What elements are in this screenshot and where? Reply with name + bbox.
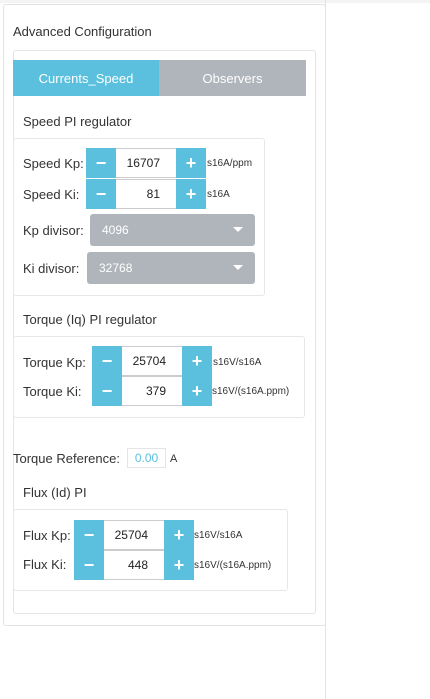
ki-divisor-select[interactable]: 32768 xyxy=(87,252,255,284)
speed-pi-title: Speed PI regulator xyxy=(23,114,132,129)
torque-reference-unit: A xyxy=(170,453,178,465)
panel-title: Advanced Configuration xyxy=(13,24,152,39)
torque-reference-label: Torque Reference: xyxy=(13,451,120,466)
torque-kp-decrement-button[interactable]: − xyxy=(92,346,122,376)
flux-ki-decrement-button[interactable]: − xyxy=(74,550,104,580)
torque-ki-decrement-button[interactable]: − xyxy=(92,376,122,406)
kp-divisor-select[interactable]: 4096 xyxy=(90,214,255,246)
speed-ki-input[interactable]: 81 xyxy=(116,179,176,209)
torque-pi-title: Torque (Iq) PI regulator xyxy=(23,312,157,327)
torque-kp-input[interactable]: 25704 xyxy=(122,346,182,376)
ki-divisor-label: Ki divisor: xyxy=(23,261,80,276)
kp-divisor-value: 4096 xyxy=(102,223,129,237)
torque-reference-input[interactable]: 0.00 xyxy=(127,448,166,468)
torque-kp-increment-button[interactable]: + xyxy=(182,346,212,376)
speed-kp-input[interactable]: 16707 xyxy=(116,148,176,178)
flux-kp-label: Flux Kp: xyxy=(23,528,71,543)
flux-ki-unit: s16V/(s16A.ppm) xyxy=(194,560,272,571)
torque-ki-increment-button[interactable]: + xyxy=(182,376,212,406)
tab-content-container xyxy=(13,50,316,614)
flux-ki-label: Flux Ki: xyxy=(23,557,67,572)
flux-kp-decrement-button[interactable]: − xyxy=(74,520,104,550)
speed-ki-increment-button[interactable]: + xyxy=(176,179,206,209)
ki-divisor-value: 32768 xyxy=(99,261,133,275)
chevron-down-icon xyxy=(233,265,243,270)
speed-ki-label: Speed Ki: xyxy=(23,187,80,202)
speed-ki-decrement-button[interactable]: − xyxy=(86,179,116,209)
flux-ki-input[interactable]: 448 xyxy=(104,550,164,580)
speed-kp-label: Speed Kp: xyxy=(23,156,84,171)
speed-kp-increment-button[interactable]: + xyxy=(176,148,206,178)
flux-ki-increment-button[interactable]: + xyxy=(164,550,194,580)
torque-ki-input[interactable]: 379 xyxy=(122,376,182,406)
kp-divisor-label: Kp divisor: xyxy=(23,223,84,238)
flux-kp-unit: s16V/s16A xyxy=(194,530,243,541)
torque-ki-unit: s16V/(s16A.ppm) xyxy=(212,386,290,397)
speed-kp-unit: s16A/ppm xyxy=(207,158,253,169)
speed-ki-unit: s16A xyxy=(207,189,230,200)
tab-currents-speed[interactable]: Currents_Speed xyxy=(13,60,159,96)
top-divider xyxy=(0,0,430,3)
flux-pi-title: Flux (Id) PI xyxy=(23,485,87,500)
torque-kp-unit: s16V/s16A xyxy=(213,357,262,368)
chevron-down-icon xyxy=(233,227,243,232)
flux-kp-increment-button[interactable]: + xyxy=(164,520,194,550)
speed-kp-decrement-button[interactable]: − xyxy=(86,148,116,178)
torque-kp-label: Torque Kp: xyxy=(23,355,86,370)
flux-kp-input[interactable]: 25704 xyxy=(104,520,164,550)
tab-observers[interactable]: Observers xyxy=(159,60,306,96)
torque-ki-label: Torque Ki: xyxy=(23,384,82,399)
